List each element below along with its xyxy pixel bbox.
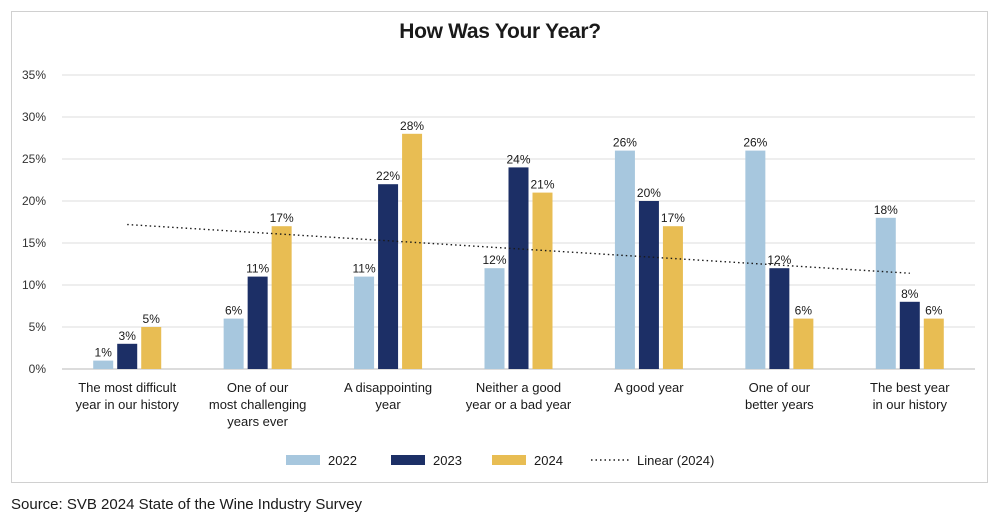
bar-2023	[899, 301, 920, 369]
trendline	[127, 223, 910, 274]
bar-2023	[247, 276, 268, 369]
y-tick-label: 20%	[22, 194, 46, 208]
y-tick-label: 35%	[22, 68, 46, 82]
bar-2023	[378, 184, 399, 369]
x-tick-label: Neither a good	[476, 380, 561, 395]
legend-label: Linear (2024)	[637, 453, 714, 468]
bar-2024	[662, 226, 683, 369]
bar-2024	[141, 327, 162, 369]
data-label: 12%	[767, 253, 791, 267]
data-label: 1%	[95, 346, 113, 360]
bar-2024	[402, 133, 423, 369]
bar-2024	[532, 192, 553, 369]
bar-2022	[354, 276, 375, 369]
x-tick-label: in our history	[873, 397, 948, 412]
legend-swatch-2023	[391, 455, 425, 465]
x-tick-label: year in our history	[76, 397, 180, 412]
data-label: 24%	[506, 152, 530, 166]
data-label: 6%	[925, 304, 943, 318]
x-tick-label: A disappointing	[344, 380, 432, 395]
bar-2022	[93, 360, 114, 369]
y-tick-label: 10%	[22, 278, 46, 292]
data-label: 18%	[874, 203, 898, 217]
data-label: 17%	[661, 211, 685, 225]
x-tick-label: The most difficult	[78, 380, 176, 395]
y-tick-label: 15%	[22, 236, 46, 250]
legend-swatch-2022	[286, 455, 320, 465]
y-tick-label: 25%	[22, 152, 46, 166]
legend-label: 2022	[328, 453, 357, 468]
data-label: 6%	[225, 304, 243, 318]
data-label: 8%	[901, 287, 919, 301]
x-tick-label: One of our	[749, 380, 811, 395]
data-label: 11%	[246, 262, 269, 276]
x-tick-label: The best year	[870, 380, 950, 395]
bar-2022	[875, 217, 896, 369]
bar-2024	[271, 226, 292, 369]
bar-2022	[614, 150, 635, 369]
bar-chart: 0% 5% 10% 15% 20% 25% 30% 35% 1% 3% 5% The most dif…	[22, 68, 975, 468]
data-label: 11%	[353, 262, 376, 276]
data-label: 21%	[530, 178, 554, 192]
x-tick-label: A good year	[614, 380, 684, 395]
bar-2022	[745, 150, 766, 369]
bar-2022	[484, 268, 505, 369]
data-label: 28%	[400, 119, 424, 133]
bar-2023	[638, 201, 659, 369]
data-label: 3%	[119, 329, 137, 343]
x-tick-label: year or a bad year	[466, 397, 572, 412]
data-label: 20%	[637, 186, 661, 200]
chart-title: How Was Your Year?	[399, 20, 601, 43]
bar-2023	[508, 167, 529, 369]
source-note: Source: SVB 2024 State of the Wine Indus…	[11, 496, 363, 513]
data-label: 26%	[743, 136, 767, 150]
bar-2023	[769, 268, 790, 369]
data-label: 17%	[270, 211, 294, 225]
x-tick-label: better years	[745, 397, 814, 412]
data-label: 12%	[482, 253, 506, 267]
legend-label: 2024	[534, 453, 563, 468]
y-tick-label: 5%	[29, 320, 47, 334]
x-tick-label: year	[375, 397, 401, 412]
legend-swatch-2024	[492, 455, 526, 465]
bar-2024	[923, 318, 944, 369]
data-label: 26%	[613, 136, 637, 150]
y-tick-label: 0%	[29, 362, 47, 376]
bar-2023	[117, 343, 138, 369]
bar-2024	[793, 318, 814, 369]
data-label: 5%	[143, 312, 161, 326]
data-label: 6%	[795, 304, 813, 318]
chart-frame	[11, 11, 988, 483]
legend-label: 2023	[433, 453, 462, 468]
data-label: 22%	[376, 169, 400, 183]
x-tick-label: years ever	[227, 414, 288, 429]
x-tick-label: One of our	[227, 380, 289, 395]
y-tick-label: 30%	[22, 110, 46, 124]
bar-2022	[223, 318, 244, 369]
x-tick-label: most challenging	[209, 397, 307, 412]
